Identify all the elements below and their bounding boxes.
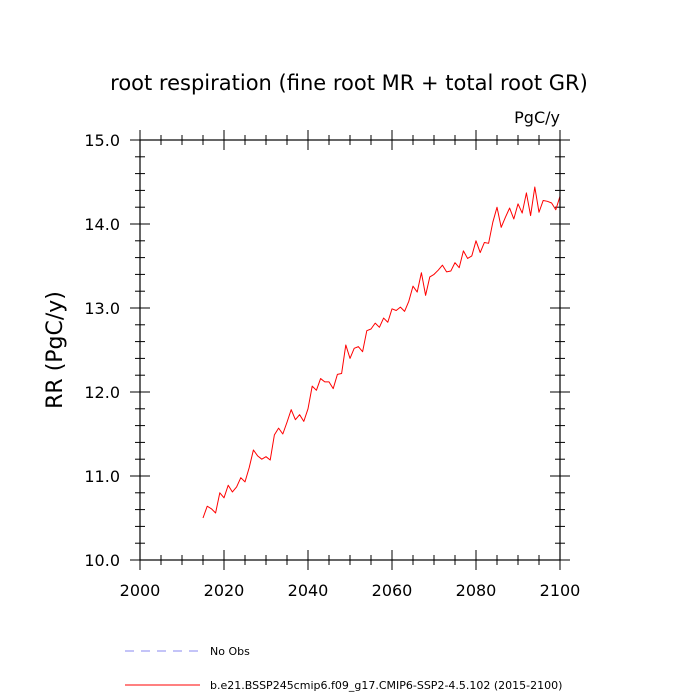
y-tick-label: 13.0 <box>84 299 120 318</box>
y-tick-label: 10.0 <box>84 551 120 570</box>
x-tick-label: 2100 <box>540 581 581 600</box>
legend-label-model: b.e21.BSSP245cmip6.f09_g17.CMIP6-SSP2-4.… <box>210 679 562 692</box>
series-line <box>202 186 561 519</box>
y-axis-label: RR (PgC/y) <box>43 291 68 409</box>
plot-data <box>202 186 561 519</box>
y-tick-label: 15.0 <box>84 131 120 150</box>
x-tick-label: 2080 <box>456 581 497 600</box>
plot-frame <box>139 139 561 561</box>
tick-labels: 2000 2020 2040 2060 2080 2100 10.0 11.0 12.0 13.0… <box>84 131 580 600</box>
x-tick-label: 2000 <box>120 581 161 600</box>
x-tick-label: 2060 <box>372 581 413 600</box>
legend: No Obs b.e21.BSSP245cmip6.f09_g17.CMIP6-… <box>125 645 562 692</box>
chart-title: root respiration (fine root MR + total r… <box>110 71 588 95</box>
units-label: PgC/y <box>514 108 560 127</box>
legend-label-no-obs: No Obs <box>210 645 250 658</box>
x-tick-label: 2020 <box>204 581 245 600</box>
y-tick-label: 11.0 <box>84 467 120 486</box>
x-tick-label: 2040 <box>288 581 329 600</box>
axis-ticks <box>130 130 570 570</box>
y-tick-label: 12.0 <box>84 383 120 402</box>
y-tick-label: 14.0 <box>84 215 120 234</box>
